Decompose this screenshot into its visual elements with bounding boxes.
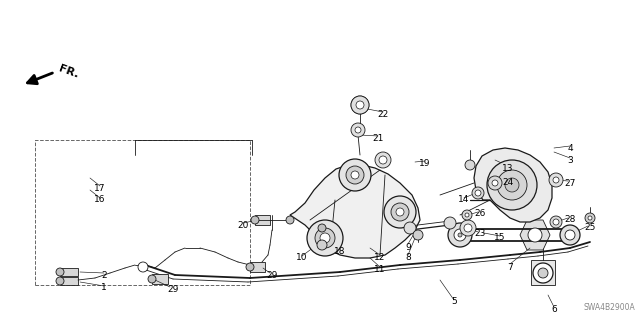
Circle shape <box>375 152 391 168</box>
Circle shape <box>448 223 472 247</box>
Text: 8: 8 <box>405 253 411 262</box>
Text: 27: 27 <box>564 179 576 188</box>
Circle shape <box>553 177 559 183</box>
Circle shape <box>550 216 562 228</box>
Circle shape <box>560 225 580 245</box>
Text: FR.: FR. <box>57 64 80 80</box>
Circle shape <box>356 101 364 109</box>
Circle shape <box>492 180 498 186</box>
Circle shape <box>460 220 476 236</box>
Text: 17: 17 <box>94 183 106 193</box>
Circle shape <box>413 230 423 240</box>
Circle shape <box>246 263 254 271</box>
Circle shape <box>497 170 527 200</box>
Text: 1: 1 <box>101 284 107 292</box>
Circle shape <box>384 196 416 228</box>
Circle shape <box>351 171 359 179</box>
Circle shape <box>533 263 553 283</box>
Circle shape <box>505 178 519 192</box>
Polygon shape <box>474 148 552 222</box>
Circle shape <box>396 208 404 216</box>
Text: 13: 13 <box>502 164 514 172</box>
Circle shape <box>565 230 575 240</box>
Text: 29: 29 <box>266 270 278 279</box>
Polygon shape <box>255 215 270 225</box>
Circle shape <box>464 224 472 232</box>
Circle shape <box>462 210 472 220</box>
Circle shape <box>339 159 371 191</box>
Circle shape <box>588 216 592 220</box>
Text: 21: 21 <box>372 133 384 142</box>
Circle shape <box>444 217 456 229</box>
Text: 10: 10 <box>296 253 308 262</box>
Circle shape <box>351 123 365 137</box>
Circle shape <box>320 233 330 243</box>
Text: 15: 15 <box>494 234 506 243</box>
Text: 4: 4 <box>567 143 573 153</box>
Text: 11: 11 <box>374 266 386 275</box>
Bar <box>35 140 250 285</box>
Circle shape <box>528 228 542 242</box>
Text: 22: 22 <box>378 109 388 118</box>
Text: SWA4B2900A: SWA4B2900A <box>583 303 635 312</box>
Text: 23: 23 <box>474 229 486 238</box>
Circle shape <box>318 224 326 232</box>
Text: 28: 28 <box>564 215 576 225</box>
Circle shape <box>488 176 502 190</box>
Polygon shape <box>520 220 550 250</box>
Circle shape <box>315 228 335 248</box>
Circle shape <box>465 213 469 217</box>
Circle shape <box>472 187 484 199</box>
Text: 20: 20 <box>237 220 249 229</box>
Text: 6: 6 <box>551 306 557 315</box>
Circle shape <box>351 96 369 114</box>
Circle shape <box>148 275 156 283</box>
Text: 5: 5 <box>451 298 457 307</box>
Polygon shape <box>531 260 555 285</box>
Circle shape <box>391 203 409 221</box>
Text: 19: 19 <box>419 158 431 167</box>
Circle shape <box>286 216 294 224</box>
Circle shape <box>549 173 563 187</box>
Circle shape <box>487 160 537 210</box>
Circle shape <box>346 166 364 184</box>
Circle shape <box>458 233 462 237</box>
Circle shape <box>585 213 595 223</box>
Circle shape <box>454 229 466 241</box>
Text: 25: 25 <box>584 223 596 233</box>
Circle shape <box>553 219 559 225</box>
Circle shape <box>475 190 481 196</box>
Circle shape <box>465 160 475 170</box>
Circle shape <box>317 240 327 250</box>
Circle shape <box>251 216 259 224</box>
Text: 29: 29 <box>167 284 179 293</box>
Circle shape <box>138 262 148 272</box>
Polygon shape <box>60 277 78 285</box>
Circle shape <box>404 222 416 234</box>
Circle shape <box>56 277 64 285</box>
Text: 12: 12 <box>374 253 386 262</box>
Text: 24: 24 <box>502 178 514 187</box>
Polygon shape <box>152 274 168 284</box>
Text: 7: 7 <box>507 262 513 271</box>
Circle shape <box>307 220 343 256</box>
Text: 18: 18 <box>334 247 346 257</box>
Text: 9: 9 <box>405 243 411 252</box>
Text: 14: 14 <box>458 196 470 204</box>
Circle shape <box>538 268 548 278</box>
Polygon shape <box>250 262 265 272</box>
Text: 26: 26 <box>474 210 486 219</box>
Circle shape <box>379 156 387 164</box>
Polygon shape <box>60 268 78 276</box>
Circle shape <box>56 268 64 276</box>
Polygon shape <box>290 165 420 258</box>
Circle shape <box>355 127 361 133</box>
Text: 3: 3 <box>567 156 573 164</box>
Text: 16: 16 <box>94 196 106 204</box>
Text: 2: 2 <box>101 270 107 279</box>
